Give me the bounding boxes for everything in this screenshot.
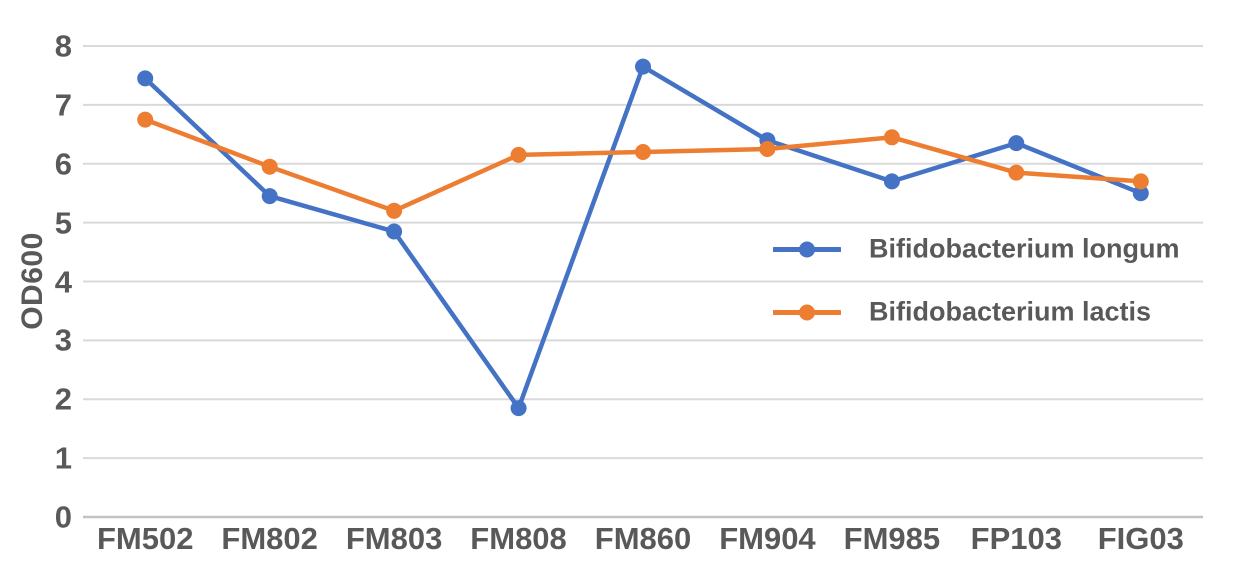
y-tick-label: 8 — [54, 28, 72, 64]
y-axis-tick-labels: 0 1 2 3 4 5 6 7 8 — [0, 0, 72, 578]
data-point — [137, 111, 154, 128]
y-tick-label: 4 — [54, 264, 72, 299]
data-point — [1008, 135, 1025, 152]
x-tick-label: FM502 — [96, 521, 194, 556]
y-tick-label: 2 — [54, 381, 72, 417]
x-axis-tick-labels: FM502 FM802 FM803 FM808 FM860 FM904 FM985 FP103… — [0, 523, 1250, 563]
data-point — [261, 158, 278, 175]
y-tick-label: 6 — [54, 146, 72, 182]
legend-item-lactis: Bifidobacterium lactis — [773, 297, 1151, 328]
x-tick-label: FM904 — [719, 521, 816, 556]
y-tick-label: 5 — [54, 205, 72, 241]
data-point — [883, 173, 900, 190]
y-tick-label: 7 — [54, 87, 72, 123]
x-tick-label: FIG03 — [1097, 521, 1184, 556]
legend-marker-longum-icon — [773, 241, 841, 257]
x-tick-label: FM860 — [594, 521, 692, 556]
x-tick-label: FM802 — [221, 521, 318, 556]
data-point — [510, 146, 527, 163]
x-tick-label: FP103 — [970, 521, 1062, 556]
legend-label-longum: Bifidobacterium longum — [869, 233, 1180, 264]
y-tick-label: 3 — [54, 322, 72, 358]
legend-marker-lactis-icon — [773, 304, 841, 320]
data-point — [1008, 164, 1025, 181]
data-point — [1132, 173, 1149, 190]
data-point — [1132, 185, 1149, 202]
legend-label-lactis: Bifidobacterium lactis — [869, 296, 1152, 327]
legend-item-longum: Bifidobacterium longum — [773, 234, 1180, 265]
data-point — [137, 70, 154, 87]
series-line-1 — [142, 117, 1144, 214]
data-point — [635, 58, 651, 75]
y-tick-label: 1 — [54, 440, 72, 476]
x-tick-label: FM803 — [345, 521, 443, 556]
y-tick-label: 0 — [54, 499, 72, 535]
x-tick-label: FM985 — [843, 521, 941, 556]
data-point — [759, 141, 776, 157]
data-point — [386, 223, 403, 240]
data-point — [386, 202, 403, 219]
x-tick-label: FM808 — [470, 521, 567, 556]
data-point — [261, 188, 278, 205]
data-point — [510, 400, 527, 417]
data-point — [635, 144, 651, 160]
data-point — [883, 129, 900, 146]
